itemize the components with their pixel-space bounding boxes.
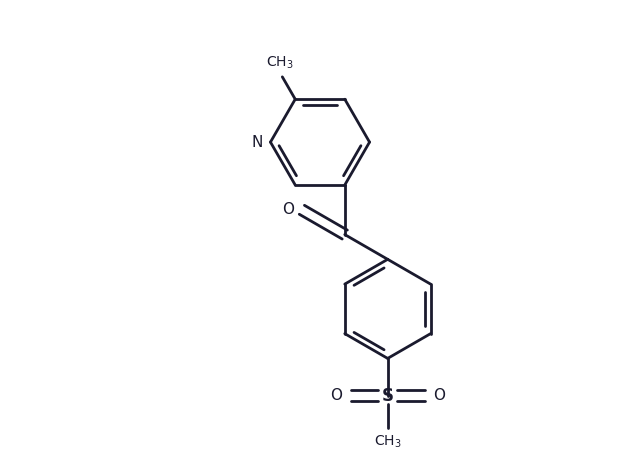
Text: S: S bbox=[381, 386, 394, 405]
Text: N: N bbox=[252, 134, 263, 149]
Text: CH$_3$: CH$_3$ bbox=[374, 434, 401, 450]
Text: O: O bbox=[330, 388, 342, 403]
Text: CH$_3$: CH$_3$ bbox=[266, 54, 294, 70]
Text: O: O bbox=[433, 388, 445, 403]
Text: O: O bbox=[282, 202, 294, 217]
